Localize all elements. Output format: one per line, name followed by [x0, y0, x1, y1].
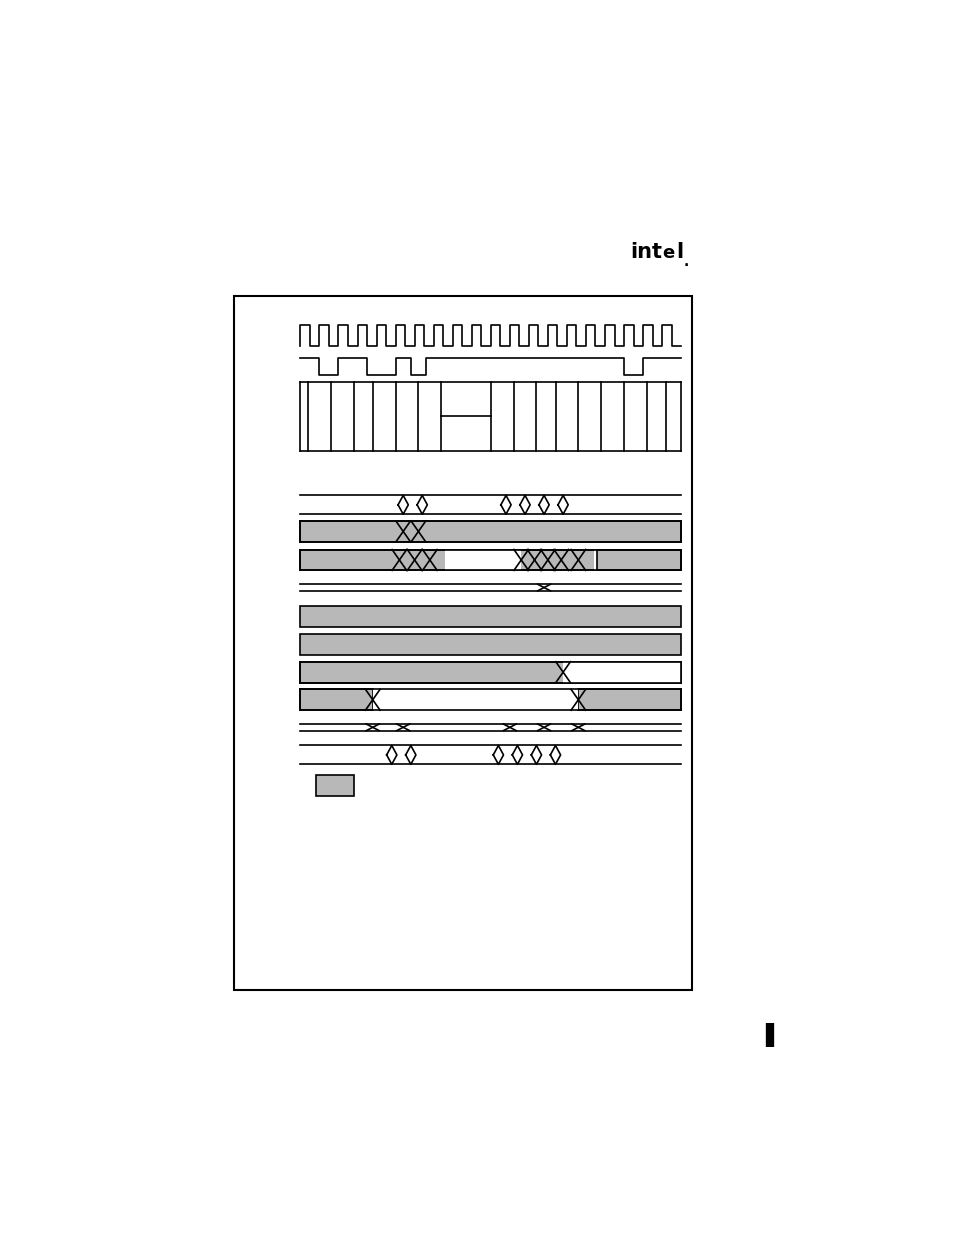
Bar [300, 689, 373, 710]
Bar [300, 550, 680, 571]
Text: int: int [630, 242, 662, 262]
Text: e: e [662, 243, 674, 262]
Text: l: l [676, 242, 682, 262]
Bar [562, 662, 680, 683]
Bar [300, 662, 680, 683]
Text: .: . [683, 256, 689, 269]
Bar [593, 550, 680, 571]
Bar [233, 295, 692, 989]
Bar [300, 605, 680, 626]
Bar [578, 689, 680, 710]
Bar [300, 634, 680, 655]
Bar [315, 774, 354, 795]
Bar [373, 689, 578, 710]
Bar [597, 550, 680, 571]
Bar [445, 550, 520, 571]
Bar [300, 521, 680, 542]
